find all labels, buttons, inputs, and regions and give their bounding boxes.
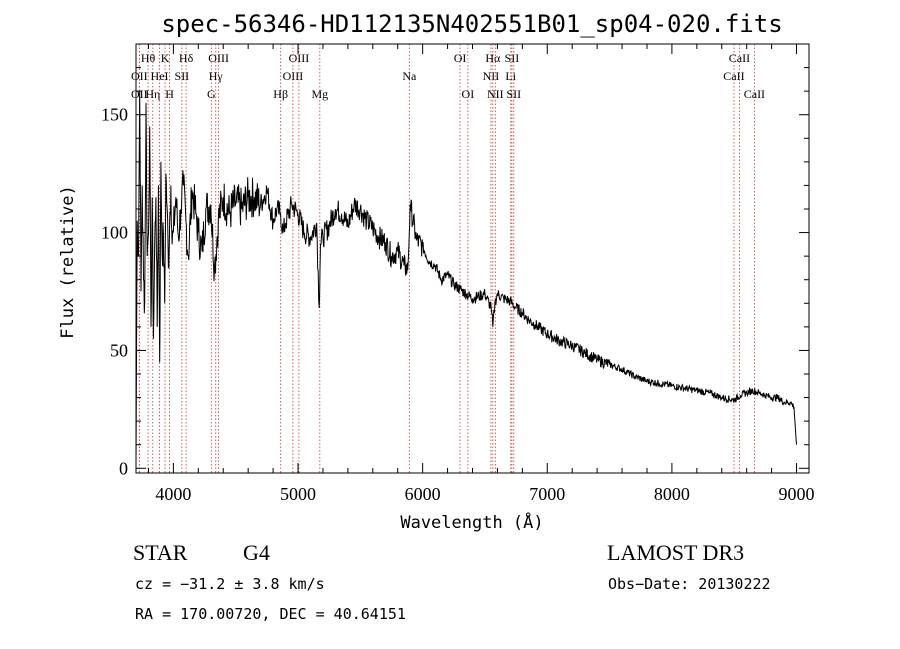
y-tick-label: 0 xyxy=(119,458,128,478)
line-label: CaII xyxy=(723,69,744,83)
line-label: OI xyxy=(454,51,467,65)
plot-frame xyxy=(135,43,810,474)
x-tick-label: 5000 xyxy=(280,484,316,504)
y-tick-label: 150 xyxy=(101,105,128,125)
line-label: OI xyxy=(462,87,475,101)
line-label: Hβ xyxy=(273,87,288,101)
line-label: CaII xyxy=(744,87,765,101)
line-label: OIII xyxy=(283,69,304,83)
spectral-line-markers: OIIOIIHθHηHeIKHSIIHδGHγOIIIHβOIIIOIIIMgN… xyxy=(131,44,765,473)
line-label: HeI xyxy=(151,69,169,83)
x-tick-label: 9000 xyxy=(779,484,815,504)
line-label: Hγ xyxy=(209,69,224,83)
line-label: Mg xyxy=(311,87,328,101)
obs-date: Obs−Date: 20130222 xyxy=(608,575,771,593)
line-label: OIII xyxy=(208,51,229,65)
x-axis-ticks: 4000 5000 6000 7000 8000 9000 xyxy=(147,44,815,504)
line-label: NII xyxy=(483,69,500,83)
line-label: G xyxy=(207,87,216,101)
x-axis-label: Wavelength (Å) xyxy=(400,511,543,533)
line-label: K xyxy=(161,51,170,65)
chart-title: spec-56346-HD112135N402551B01_sp04-020.f… xyxy=(161,10,782,38)
x-tick-label: 8000 xyxy=(654,484,690,504)
redshift-info: cz = −31.2 ± 3.8 km/s xyxy=(135,575,325,593)
x-tick-label: 6000 xyxy=(405,484,441,504)
y-tick-label: 100 xyxy=(101,223,128,243)
line-label: CaII xyxy=(729,51,750,65)
x-tick-label: 7000 xyxy=(529,484,565,504)
y-axis-ticks: 0 50 100 150 xyxy=(101,67,809,478)
line-label: Hδ xyxy=(179,51,194,65)
line-label: Na xyxy=(402,69,417,83)
ra-dec-info: RA = 170.00720, DEC = 40.64151 xyxy=(135,605,406,623)
line-label: Hθ xyxy=(141,51,156,65)
line-label: Hα xyxy=(485,51,501,65)
object-class: STAR xyxy=(133,540,188,565)
y-tick-label: 50 xyxy=(110,340,128,360)
line-label: SII xyxy=(506,87,521,101)
spectrum-line xyxy=(135,91,797,464)
line-label: Hη xyxy=(145,87,160,101)
line-label: H xyxy=(165,87,174,101)
line-label: OIII xyxy=(289,51,310,65)
line-label: NII xyxy=(487,87,504,101)
line-label: SII xyxy=(505,51,520,65)
line-label: Li xyxy=(505,69,516,83)
object-subclass: G4 xyxy=(243,540,270,565)
line-label: SII xyxy=(175,69,190,83)
survey-name: LAMOST DR3 xyxy=(607,540,744,565)
y-axis-label: Flux (relative) xyxy=(58,185,78,339)
x-tick-label: 4000 xyxy=(155,484,191,504)
spectrum-series xyxy=(135,91,797,464)
